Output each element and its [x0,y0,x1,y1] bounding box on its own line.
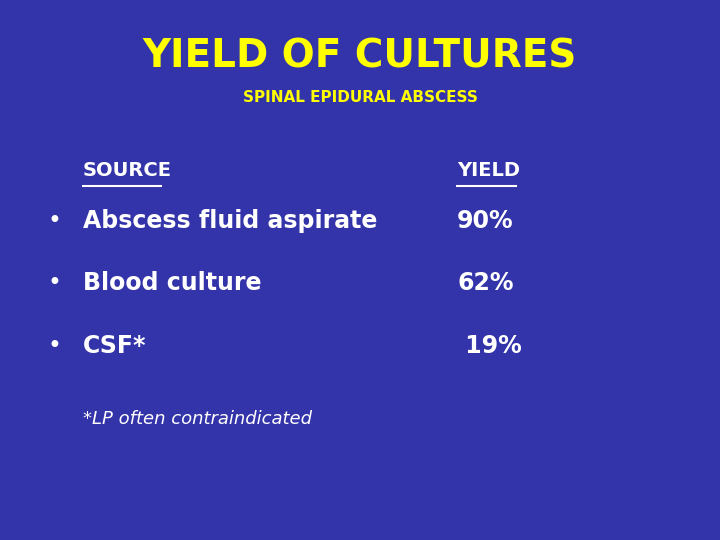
Text: SOURCE: SOURCE [83,160,172,180]
Text: 62%: 62% [457,272,513,295]
Text: •: • [47,334,61,357]
Text: 90%: 90% [457,210,514,233]
Text: CSF*: CSF* [83,334,146,357]
Text: Abscess fluid aspirate: Abscess fluid aspirate [83,210,377,233]
Text: *LP often contraindicated: *LP often contraindicated [83,409,312,428]
Text: •: • [47,210,61,233]
Text: YIELD OF CULTURES: YIELD OF CULTURES [143,38,577,76]
Text: •: • [47,272,61,295]
Text: SPINAL EPIDURAL ABSCESS: SPINAL EPIDURAL ABSCESS [243,90,477,105]
Text: Blood culture: Blood culture [83,272,261,295]
Text: 19%: 19% [457,334,522,357]
Text: YIELD: YIELD [457,160,521,180]
